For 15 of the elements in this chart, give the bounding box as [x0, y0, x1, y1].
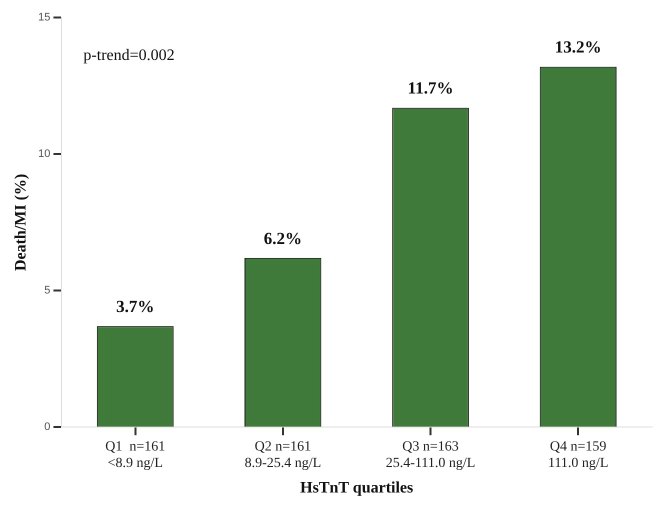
data-label: 11.7%: [408, 78, 454, 98]
data-label: 13.2%: [554, 38, 602, 57]
y-axis-title: Death/MI (%): [12, 174, 30, 272]
data-label: 6.2%: [264, 228, 302, 248]
y-tick-label: 0: [44, 421, 50, 434]
y-tick-label: 15: [38, 12, 50, 24]
data-label: 3.7%: [116, 297, 154, 316]
x-tick-label: Q1 n=161 <8.9 ng/L: [105, 439, 166, 472]
annotation: p-trend=0.002: [83, 46, 175, 64]
y-tick-label: 10: [38, 148, 50, 160]
x-tick-label: Q2 n=161 8.9-25.4 ng/L: [244, 439, 322, 472]
y-tick-label: 5: [44, 284, 50, 297]
x-axis-title: HsTnT quartiles: [300, 480, 414, 497]
x-tick-label: Q4 n=159 111.0 ng/L: [548, 439, 608, 472]
x-tick-label: Q3 n=163 25.4-111.0 ng/L: [386, 439, 476, 472]
